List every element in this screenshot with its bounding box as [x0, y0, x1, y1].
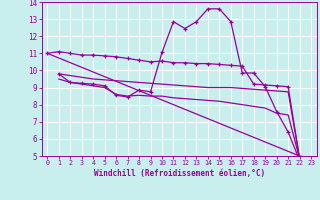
X-axis label: Windchill (Refroidissement éolien,°C): Windchill (Refroidissement éolien,°C)	[94, 169, 265, 178]
